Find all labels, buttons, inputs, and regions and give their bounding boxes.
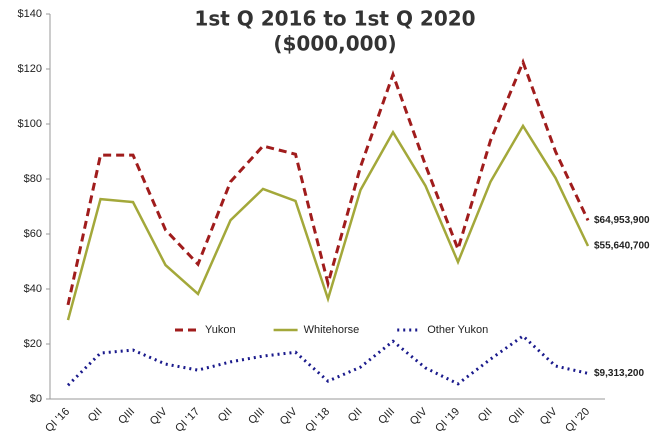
x-tick-label: QII [476,406,495,425]
x-tick-label: QII [86,406,105,425]
value-label: $64,953,900 [594,215,650,226]
y-tick-label: $0 [30,393,42,405]
series-line [66,123,590,321]
x-tick-label: QII [346,406,365,425]
x-tick-label: QIII [116,406,137,427]
series-line [66,334,589,387]
value-label: $55,640,700 [594,241,650,252]
x-tick-label: QIV [408,405,430,427]
x-tick-label: QI '16 [43,406,72,435]
y-tick-label: $120 [18,63,42,75]
x-tick-label: QIII [506,406,527,427]
y-tick-label: $100 [18,118,42,130]
y-tick-label: $20 [24,338,42,350]
legend-label: Yukon [205,324,236,336]
legend-label: Whitehorse [304,324,360,336]
x-tick-label: QII [216,406,235,425]
x-tick-label: QIV [148,405,170,427]
y-tick-label: $60 [24,228,42,240]
y-tick-label: $80 [24,173,42,185]
chart-subtitle: ($000,000) [273,32,396,56]
x-tick-label: QIV [278,405,300,427]
x-tick-label: QI '20 [563,406,592,435]
x-tick-label: QI '17 [173,406,202,435]
x-tick-label: QIII [376,406,397,427]
x-tick-label: QIII [246,406,267,427]
legend-label: Other Yukon [427,324,488,336]
x-tick-label: QI '19 [433,406,462,435]
x-tick-label: QIV [538,405,560,427]
value-label: $9,313,200 [594,368,644,379]
y-tick-label: $140 [18,8,42,20]
x-tick-label: QI '18 [303,406,332,435]
chart-title: 1st Q 2016 to 1st Q 2020 [194,7,475,31]
series-line [66,57,590,306]
y-tick-label: $40 [24,283,42,295]
